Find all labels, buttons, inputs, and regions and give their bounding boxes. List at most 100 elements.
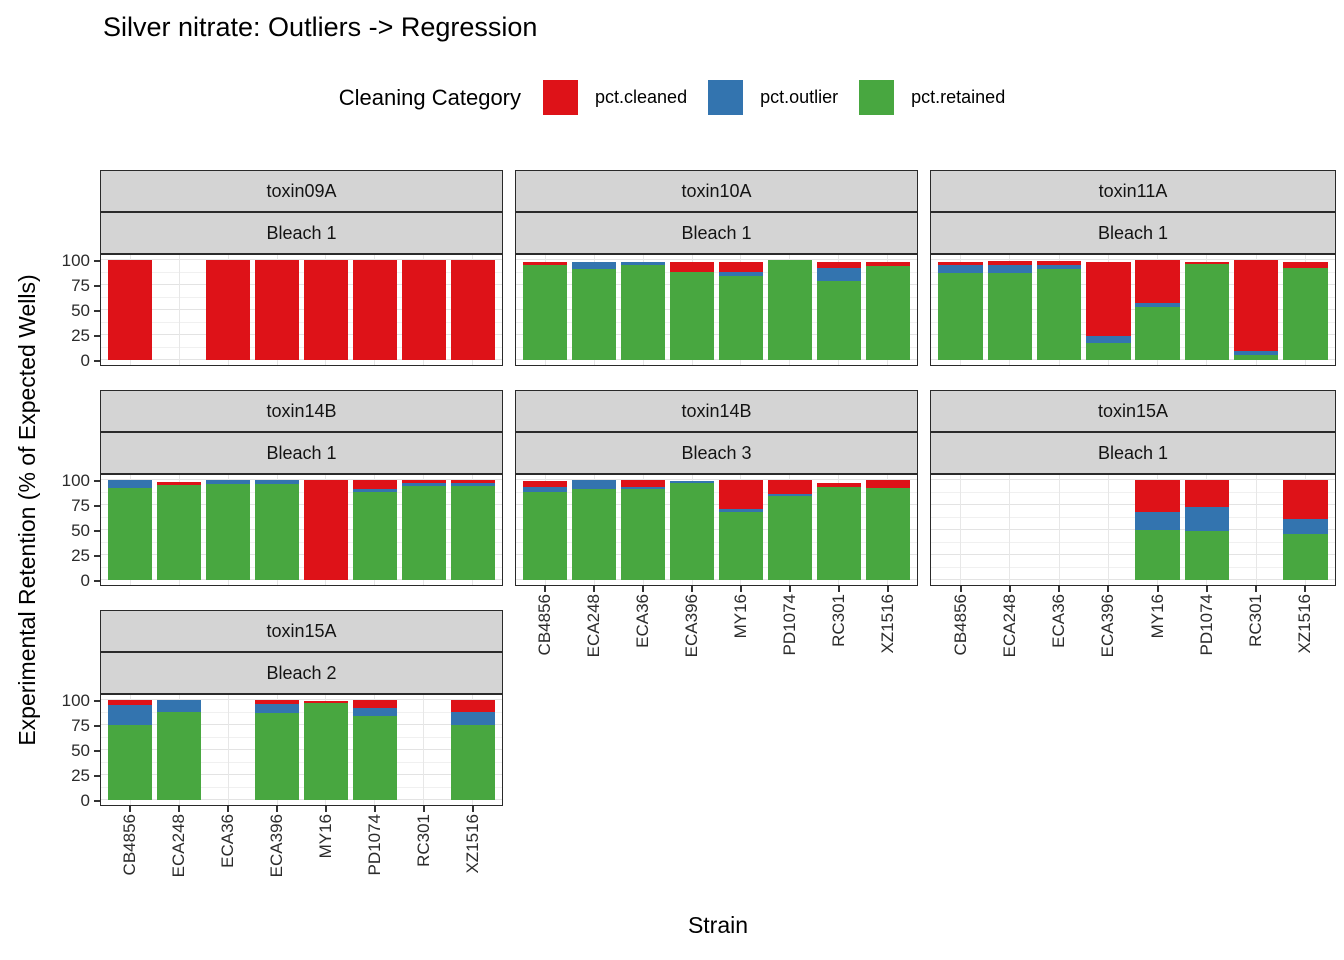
bar-ECA248-pct.outlier: [987, 265, 1032, 273]
gridline-h: [516, 566, 917, 568]
y-tick-label: 25: [71, 326, 90, 345]
facet-panel: [930, 254, 1336, 366]
bar-RC301-pct.retained: [1234, 355, 1279, 360]
facet-strip-bleach: Bleach 2: [100, 652, 503, 694]
facet-panel: [100, 254, 503, 366]
y-tick-label: 75: [71, 496, 90, 515]
gridline-h: [931, 321, 1335, 323]
bar-PD1074-pct.outlier: [767, 494, 812, 496]
bar-ECA396-pct.retained: [670, 483, 715, 580]
y-tick-label: 75: [71, 716, 90, 735]
bar-ECA248-pct.outlier: [157, 700, 202, 712]
bar-ECA248-pct.retained: [157, 712, 202, 800]
facet-panel: [515, 254, 918, 366]
bar-ECA36-pct.outlier: [206, 480, 251, 484]
facet-strip-bleach: Bleach 1: [930, 432, 1336, 474]
y-tick: [94, 505, 100, 507]
legend-label: pct.cleaned: [595, 87, 688, 107]
facet-strip-bleach: Bleach 1: [930, 212, 1336, 254]
gridline-h: [516, 259, 917, 260]
gridline-h: [101, 479, 502, 480]
x-tick: [373, 806, 376, 812]
gridline-h: [931, 491, 1335, 493]
bar-RC301-pct.retained: [816, 487, 861, 580]
x-tick-label: ECA248: [584, 594, 604, 658]
bar-MY16-pct.retained: [718, 512, 763, 580]
bar-ECA396-pct.retained: [670, 272, 715, 360]
y-tick: [94, 335, 100, 337]
bar-ECA36-pct.retained: [206, 484, 251, 580]
gridline-h: [101, 786, 502, 788]
bar-CB4856-pct.retained: [108, 725, 153, 800]
bar-PD1074-pct.retained: [352, 492, 397, 580]
bar-ECA396-pct.outlier: [1086, 336, 1131, 343]
bar-ECA248-pct.outlier: [572, 480, 617, 489]
gridline-h: [516, 541, 917, 543]
bar-XZ1516-pct.outlier: [450, 483, 495, 486]
y-tick-label: 25: [71, 766, 90, 785]
gridline-h: [931, 359, 1335, 360]
y-tick: [94, 725, 100, 727]
y-tick: [94, 360, 100, 362]
x-tick: [837, 586, 840, 592]
gridline-h: [931, 541, 1335, 543]
bar-RC301-pct.outlier: [1234, 351, 1279, 355]
gridline-h: [931, 516, 1335, 518]
bar-XZ1516-pct.outlier: [1283, 519, 1328, 534]
x-axis-title: Strain: [687, 912, 749, 938]
legend-label: pct.outlier: [760, 87, 839, 107]
facet-strip-toxin: toxin15A: [930, 390, 1336, 432]
x-tick-label: ECA248: [999, 594, 1019, 658]
legend-label: pct.retained: [911, 87, 1006, 107]
gridline-v: [1009, 475, 1011, 585]
bar-ECA396-pct.retained: [1086, 343, 1131, 360]
y-tick-label: 100: [61, 691, 90, 710]
y-tick-label: 50: [71, 301, 90, 320]
bar-ECA36-pct.outlier: [621, 487, 666, 489]
bar-CB4856-pct.cleaned: [523, 481, 568, 487]
x-tick-label: ECA396: [1098, 594, 1118, 658]
gridline-h: [931, 579, 1335, 580]
gridline-h: [931, 504, 1335, 505]
facet-toxin14B-bleach3: toxin14B Bleach 3 CB4856 ECA248 ECA36 ECA396 M…: [515, 390, 918, 657]
gridline-h: [516, 284, 917, 285]
bar-ECA248-pct.retained: [572, 269, 617, 360]
bar-ECA396-pct.outlier: [255, 480, 300, 484]
bar-ECA248-pct.retained: [157, 485, 202, 580]
gridline-h: [101, 774, 502, 775]
bar-MY16-pct.cleaned: [718, 262, 763, 272]
facet-strip-toxin: toxin10A: [515, 170, 918, 212]
gridline-v: [1255, 475, 1257, 585]
x-tick: [593, 586, 596, 592]
bar-ECA36-pct.cleaned: [621, 480, 666, 487]
bar-ECA36-pct.retained: [621, 265, 666, 360]
bar-CB4856-pct.retained: [108, 488, 153, 580]
facet-panel: [930, 474, 1336, 586]
gridline-h: [101, 284, 502, 285]
gridline-h: [931, 296, 1335, 298]
bar-PD1074-pct.cleaned: [352, 260, 397, 360]
bar-MY16-pct.cleaned: [303, 260, 348, 360]
gridline-h: [931, 284, 1335, 285]
bar-XZ1516-pct.cleaned: [1283, 480, 1328, 519]
gridline-v: [423, 695, 425, 805]
gridline-v: [178, 255, 180, 365]
bar-PD1074-pct.outlier: [352, 708, 397, 716]
gridline-v: [960, 475, 962, 585]
gridline-h: [516, 554, 917, 555]
bar-PD1074-pct.outlier: [352, 489, 397, 492]
gridline-h: [101, 736, 502, 738]
bar-ECA36-pct.outlier: [1036, 265, 1082, 269]
bar-PD1074-pct.retained: [1184, 264, 1230, 360]
gridline-h: [101, 516, 502, 518]
bar-XZ1516-pct.retained: [450, 486, 495, 580]
gridline-h: [931, 346, 1335, 348]
bar-XZ1516-pct.cleaned: [1283, 262, 1328, 268]
facet-strip-toxin: toxin14B: [100, 390, 503, 432]
x-tick-label: PD1074: [779, 594, 799, 656]
bar-PD1074-pct.retained: [767, 496, 812, 580]
bar-ECA36-pct.outlier: [621, 262, 666, 265]
bar-MY16-pct.cleaned: [303, 480, 348, 580]
gridline-h: [516, 491, 917, 493]
facet-strip-toxin: toxin15A: [100, 610, 503, 652]
